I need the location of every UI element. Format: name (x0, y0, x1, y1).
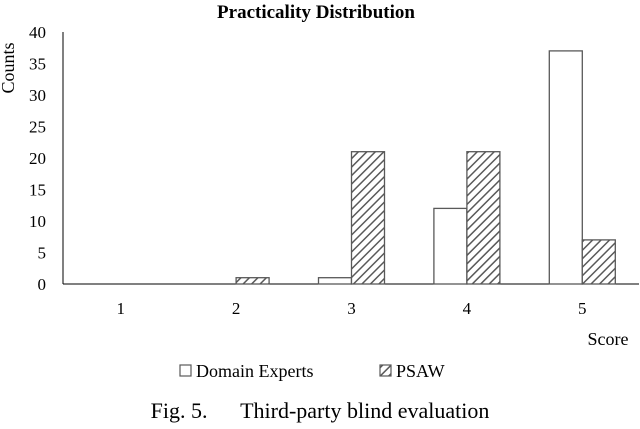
x-tick-label: 3 (347, 299, 356, 318)
x-tick-label: 4 (463, 299, 472, 318)
bar-psaw-4 (466, 151, 501, 285)
bar-psaw-3 (350, 151, 386, 285)
x-tick-label: 5 (578, 299, 587, 318)
y-tick-label: 15 (29, 181, 46, 200)
legend: Domain Experts PSAW (179, 361, 445, 381)
caption-gap (207, 398, 240, 423)
legend-label: Domain Experts (196, 361, 313, 381)
y-tick-label: 10 (29, 212, 46, 231)
y-tick-label: 20 (29, 149, 46, 168)
bar-psaw-2 (235, 277, 270, 285)
legend-label: PSAW (396, 361, 445, 381)
caption-label: Fig. 5. (150, 398, 208, 423)
y-tick-label: 35 (29, 55, 46, 74)
bar-psaw-5 (581, 239, 616, 285)
bar-domain-experts-5 (548, 50, 583, 285)
x-tick-label: 2 (232, 299, 241, 318)
bar-domain-experts-4 (433, 207, 468, 285)
bar-domain-experts-3 (317, 277, 353, 285)
chart-title: Practicality Distribution (217, 2, 415, 23)
y-tick-label: 40 (29, 23, 46, 42)
y-axis-label: Counts (0, 42, 18, 93)
figure-caption: Fig. 5. Third-party blind evaluation (0, 398, 640, 424)
legend-swatch-psaw (379, 364, 392, 377)
x-axis-label: Score (588, 329, 629, 349)
x-tick-labels: 1 2 3 4 5 (116, 299, 586, 318)
x-tick-label: 1 (116, 299, 125, 318)
y-tick-label: 5 (38, 244, 47, 263)
y-tick-label: 0 (38, 275, 47, 294)
bar-chart: Practicality Distribution Counts 0510152… (0, 2, 639, 381)
y-tick-label: 30 (29, 86, 46, 105)
legend-swatch-domain-experts (179, 364, 192, 377)
caption-text: Third-party blind evaluation (240, 398, 490, 423)
y-tick-labels: 0 5 10 15 20 25 30 35 40 (29, 23, 46, 294)
y-tick-label: 25 (29, 118, 46, 137)
bars-group (235, 50, 616, 285)
